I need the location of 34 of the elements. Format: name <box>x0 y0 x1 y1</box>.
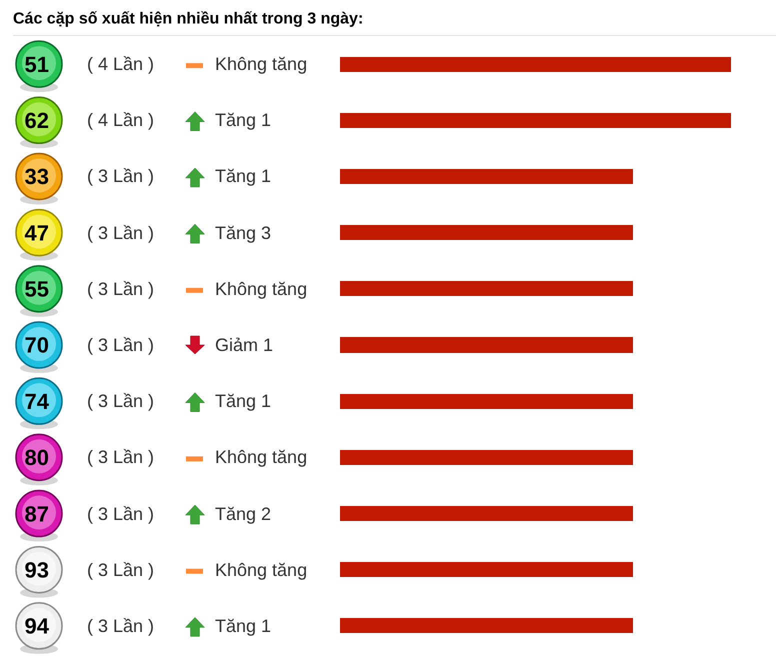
text: Tăng 1 <box>215 616 272 636</box>
y-tick-label: 74 <box>24 388 50 414</box>
data-label: ( 3 Lần ) <box>87 335 154 355</box>
data-label: ( 3 Lần ) <box>87 391 154 411</box>
text: Tăng 1 <box>215 391 272 411</box>
text: Tăng 1 <box>215 166 272 186</box>
data-label: ( 3 Lần ) <box>87 447 154 467</box>
text: Không tăng <box>215 447 308 467</box>
y-tick-label: 62 <box>24 108 49 133</box>
y-tick-label: 94 <box>24 614 50 639</box>
y-tick-label: 87 <box>24 501 49 526</box>
data-label: ( 3 Lần ) <box>87 166 154 186</box>
data-label: ( 3 Lần ) <box>87 279 154 299</box>
data-label: ( 3 Lần ) <box>87 560 154 580</box>
data-label: ( 3 Lần ) <box>87 504 154 524</box>
data-label: ( 4 Lần ) <box>87 110 154 130</box>
text: Tăng 1 <box>215 110 272 130</box>
text: Không tăng <box>215 279 308 299</box>
data-label: ( 3 Lần ) <box>87 616 154 636</box>
y-tick-label: 55 <box>24 276 49 302</box>
text: Tăng 2 <box>215 504 272 524</box>
text: Các cặp số xuất hiện nhiều nhất trong 3 ngày: <box>13 10 364 28</box>
text: Không tăng <box>215 54 308 74</box>
y-tick-label: 51 <box>24 52 49 77</box>
y-tick-label: 80 <box>24 445 49 470</box>
text: Giảm 1 <box>215 335 274 355</box>
y-tick-label: 93 <box>24 557 49 582</box>
data-label: ( 4 Lần ) <box>87 54 154 74</box>
data-label: ( 3 Lần ) <box>87 223 154 243</box>
y-tick-label: 33 <box>24 164 49 190</box>
text: Tăng 3 <box>215 223 272 243</box>
y-tick-label: 47 <box>24 220 49 246</box>
text: Không tăng <box>215 560 308 580</box>
y-tick-label: 70 <box>24 332 49 358</box>
